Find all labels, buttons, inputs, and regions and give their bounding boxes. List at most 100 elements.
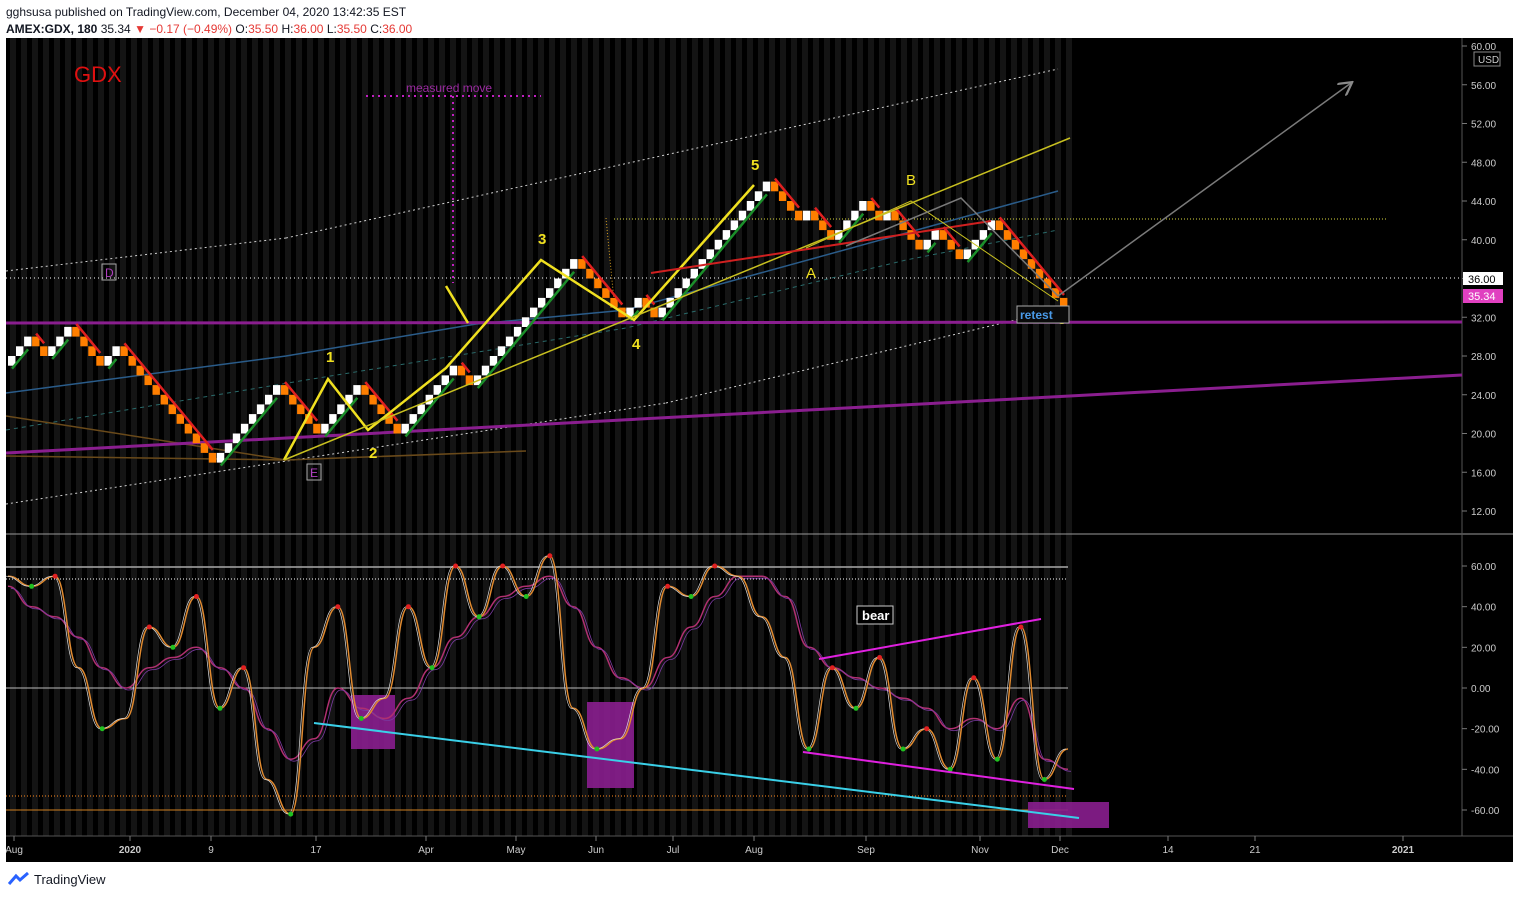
price-tag-last (1463, 289, 1503, 303)
stripe (87, 38, 93, 836)
renko-up-brick (409, 414, 417, 424)
price-tick-label: 24.00 (1471, 391, 1496, 402)
buy-signal-dot (29, 583, 35, 589)
renko-up-brick (345, 394, 353, 405)
stripe (527, 38, 533, 836)
renko-down-brick (1003, 230, 1012, 240)
stripe (593, 38, 599, 836)
chart-svg[interactable]: GDX measured move 1 2 3 4 5 A B C D E re… (5, 38, 1513, 862)
renko-up-brick (224, 443, 233, 453)
renko-up-brick (216, 452, 225, 463)
renko-down-brick (281, 385, 289, 395)
renko-up-brick (859, 201, 867, 211)
close-value: 36.00 (382, 22, 413, 36)
renko-up-brick (963, 249, 971, 260)
buy-signal-dot (806, 746, 812, 752)
stripe (98, 38, 104, 836)
stripe (879, 38, 885, 836)
renko-up-brick (546, 288, 554, 298)
time-tick-label: Aug (6, 845, 23, 856)
renko-down-brick (208, 452, 217, 463)
oscillator-axis[interactable]: 60.00 40.00 20.00 0.00 -20.00 -40.00 -60.00 (1462, 562, 1500, 817)
renko-down-brick (377, 404, 385, 415)
renko-up-brick (497, 346, 506, 356)
renko-down-brick (40, 346, 48, 356)
stripe (626, 38, 632, 836)
renko-down-brick (1035, 268, 1044, 279)
price-tag-36 (1463, 272, 1503, 285)
renko-down-brick (778, 191, 787, 201)
tradingview-logo-icon (8, 872, 29, 885)
stripe (1055, 38, 1061, 836)
stripe (428, 38, 434, 836)
renko-down-brick (168, 404, 176, 415)
measured-move-lines (366, 95, 541, 283)
renko-up-brick (240, 423, 249, 434)
renko-down-brick (88, 346, 96, 356)
renko-down-brick (192, 433, 201, 444)
trend-support-line (476, 271, 576, 389)
renko-up-brick (521, 317, 530, 327)
renko-down-brick (786, 201, 795, 211)
renko-down-brick (136, 365, 144, 376)
osc-tick-label: 0.00 (1471, 684, 1491, 695)
stripe (582, 38, 588, 836)
price-tick-label: 56.00 (1471, 81, 1496, 92)
renko-up-brick (481, 365, 490, 376)
time-axis[interactable]: Aug 2020 9 17 Apr May Jun Jul Aug Sep Nov Dec 14 21 20… (5, 836, 1415, 856)
renko-down-brick (811, 210, 819, 221)
footer-branding[interactable]: TradingView (8, 869, 106, 889)
chart-area[interactable]: GDX measured move 1 2 3 4 5 A B C D E re… (5, 38, 1513, 862)
stripe (1033, 38, 1039, 836)
sell-signal-dot (193, 594, 199, 599)
time-tick-label: Jul (667, 845, 680, 856)
renko-up-brick (433, 385, 441, 395)
renko-up-brick (923, 239, 931, 250)
buy-signal-dot (429, 665, 435, 671)
renko-down-brick (955, 249, 963, 260)
stripe (153, 38, 159, 836)
stripe (604, 38, 610, 836)
renko-down-brick (642, 297, 650, 308)
brand-name: TradingView (34, 871, 106, 887)
price-tick-label: 16.00 (1471, 468, 1496, 479)
stripe (758, 38, 764, 836)
renko-up-brick (538, 297, 546, 308)
buy-signal-dot (217, 705, 223, 711)
time-tick-label: Dec (1051, 845, 1069, 856)
time-tick-label: Sep (857, 845, 875, 856)
sell-signal-dot (924, 726, 930, 732)
stripe (175, 38, 181, 836)
price-change: −0.17 (−0.49%) (149, 22, 233, 36)
renko-up-brick (24, 336, 32, 347)
renko-up-brick (730, 220, 739, 231)
stripe (692, 38, 698, 836)
buy-signal-dot (994, 756, 1000, 762)
stripe (615, 38, 621, 836)
stripe (43, 38, 49, 836)
renko-up-brick (513, 326, 522, 337)
renko-down-brick (144, 375, 152, 386)
renko-up-brick (554, 278, 562, 289)
stripe (362, 38, 368, 836)
high-label: H: (281, 22, 294, 36)
renko-up-brick (353, 385, 361, 395)
renko-up-brick (401, 423, 409, 434)
stripe (670, 38, 676, 836)
price-tick-label: 20.00 (1471, 430, 1496, 441)
osc-tick-label: -40.00 (1471, 765, 1500, 776)
stripe (934, 38, 940, 836)
publish-info: gghsusa published on TradingView.com, De… (6, 5, 407, 19)
renko-up-brick (8, 356, 16, 366)
renko-down-brick (305, 414, 313, 424)
stripe (802, 38, 808, 836)
symbol-name: AMEX:GDX, 180 (6, 22, 98, 36)
buy-signal-dot (594, 746, 600, 752)
stripe (252, 38, 258, 836)
time-tick-label: Aug (745, 845, 763, 856)
renko-down-brick (602, 288, 610, 298)
renko-down-brick (586, 268, 594, 279)
stripe (846, 38, 852, 836)
renko-down-brick (313, 423, 321, 434)
time-tick-label: 14 (1162, 845, 1174, 856)
